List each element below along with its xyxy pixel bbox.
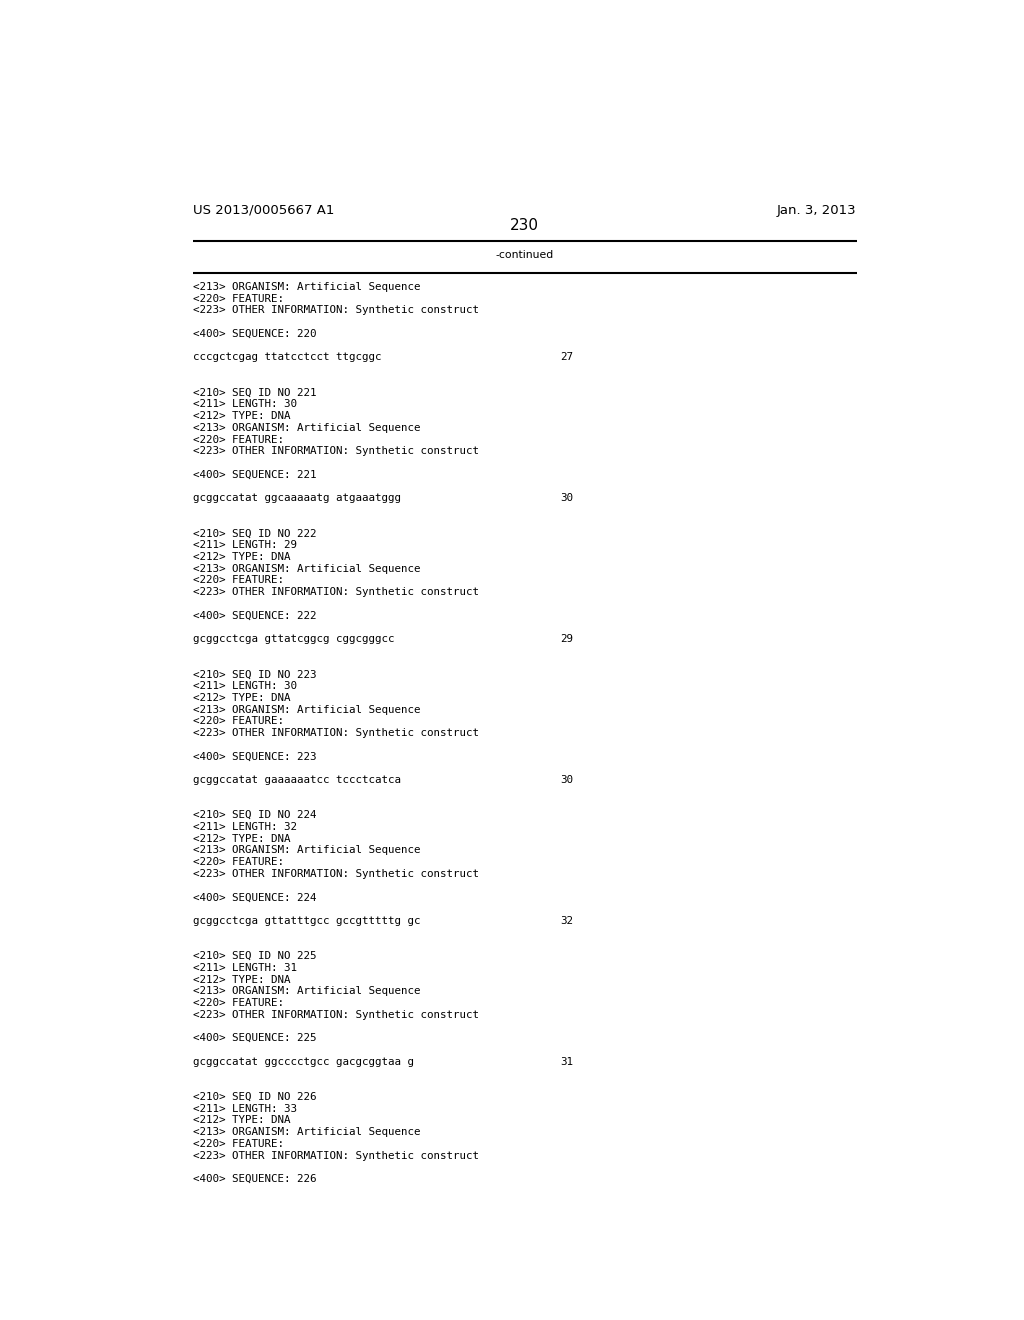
Text: <220> FEATURE:: <220> FEATURE: (194, 1139, 284, 1148)
Text: <211> LENGTH: 32: <211> LENGTH: 32 (194, 822, 297, 832)
Text: <210> SEQ ID NO 221: <210> SEQ ID NO 221 (194, 388, 316, 397)
Text: <223> OTHER INFORMATION: Synthetic construct: <223> OTHER INFORMATION: Synthetic const… (194, 869, 479, 879)
Text: <220> FEATURE:: <220> FEATURE: (194, 998, 284, 1008)
Text: <213> ORGANISM: Artificial Sequence: <213> ORGANISM: Artificial Sequence (194, 1127, 421, 1137)
Text: <210> SEQ ID NO 224: <210> SEQ ID NO 224 (194, 810, 316, 820)
Text: <400> SEQUENCE: 222: <400> SEQUENCE: 222 (194, 611, 316, 620)
Text: <223> OTHER INFORMATION: Synthetic construct: <223> OTHER INFORMATION: Synthetic const… (194, 1010, 479, 1020)
Text: 30: 30 (560, 494, 573, 503)
Text: <223> OTHER INFORMATION: Synthetic construct: <223> OTHER INFORMATION: Synthetic const… (194, 305, 479, 315)
Text: gcggccatat ggcccctgcc gacgcggtaa g: gcggccatat ggcccctgcc gacgcggtaa g (194, 1057, 414, 1067)
Text: <213> ORGANISM: Artificial Sequence: <213> ORGANISM: Artificial Sequence (194, 422, 421, 433)
Text: <213> ORGANISM: Artificial Sequence: <213> ORGANISM: Artificial Sequence (194, 705, 421, 714)
Text: gcggccatat gaaaaaatcc tccctcatca: gcggccatat gaaaaaatcc tccctcatca (194, 775, 401, 785)
Text: <400> SEQUENCE: 225: <400> SEQUENCE: 225 (194, 1034, 316, 1043)
Text: <212> TYPE: DNA: <212> TYPE: DNA (194, 693, 291, 702)
Text: <211> LENGTH: 30: <211> LENGTH: 30 (194, 681, 297, 692)
Text: <213> ORGANISM: Artificial Sequence: <213> ORGANISM: Artificial Sequence (194, 282, 421, 292)
Text: <400> SEQUENCE: 221: <400> SEQUENCE: 221 (194, 470, 316, 479)
Text: <211> LENGTH: 30: <211> LENGTH: 30 (194, 399, 297, 409)
Text: 31: 31 (560, 1057, 573, 1067)
Text: gcggcctcga gttatcggcg cggcgggcc: gcggcctcga gttatcggcg cggcgggcc (194, 634, 394, 644)
Text: <220> FEATURE:: <220> FEATURE: (194, 857, 284, 867)
Text: <213> ORGANISM: Artificial Sequence: <213> ORGANISM: Artificial Sequence (194, 986, 421, 997)
Text: 30: 30 (560, 775, 573, 785)
Text: Jan. 3, 2013: Jan. 3, 2013 (777, 203, 856, 216)
Text: <220> FEATURE:: <220> FEATURE: (194, 576, 284, 585)
Text: gcggccatat ggcaaaaatg atgaaatggg: gcggccatat ggcaaaaatg atgaaatggg (194, 494, 401, 503)
Text: <400> SEQUENCE: 220: <400> SEQUENCE: 220 (194, 329, 316, 339)
Text: -continued: -continued (496, 251, 554, 260)
Text: <212> TYPE: DNA: <212> TYPE: DNA (194, 411, 291, 421)
Text: 27: 27 (560, 352, 573, 362)
Text: <400> SEQUENCE: 226: <400> SEQUENCE: 226 (194, 1173, 316, 1184)
Text: <220> FEATURE:: <220> FEATURE: (194, 717, 284, 726)
Text: cccgctcgag ttatcctcct ttgcggc: cccgctcgag ttatcctcct ttgcggc (194, 352, 382, 362)
Text: <212> TYPE: DNA: <212> TYPE: DNA (194, 974, 291, 985)
Text: <223> OTHER INFORMATION: Synthetic construct: <223> OTHER INFORMATION: Synthetic const… (194, 446, 479, 457)
Text: 32: 32 (560, 916, 573, 925)
Text: <223> OTHER INFORMATION: Synthetic construct: <223> OTHER INFORMATION: Synthetic const… (194, 1151, 479, 1160)
Text: <211> LENGTH: 33: <211> LENGTH: 33 (194, 1104, 297, 1114)
Text: <400> SEQUENCE: 224: <400> SEQUENCE: 224 (194, 892, 316, 903)
Text: <220> FEATURE:: <220> FEATURE: (194, 434, 284, 445)
Text: <220> FEATURE:: <220> FEATURE: (194, 293, 284, 304)
Text: <212> TYPE: DNA: <212> TYPE: DNA (194, 552, 291, 562)
Text: 230: 230 (510, 218, 540, 232)
Text: <223> OTHER INFORMATION: Synthetic construct: <223> OTHER INFORMATION: Synthetic const… (194, 587, 479, 597)
Text: <213> ORGANISM: Artificial Sequence: <213> ORGANISM: Artificial Sequence (194, 845, 421, 855)
Text: <210> SEQ ID NO 222: <210> SEQ ID NO 222 (194, 528, 316, 539)
Text: gcggcctcga gttatttgcc gccgtttttg gc: gcggcctcga gttatttgcc gccgtttttg gc (194, 916, 421, 925)
Text: <211> LENGTH: 31: <211> LENGTH: 31 (194, 962, 297, 973)
Text: <400> SEQUENCE: 223: <400> SEQUENCE: 223 (194, 751, 316, 762)
Text: <223> OTHER INFORMATION: Synthetic construct: <223> OTHER INFORMATION: Synthetic const… (194, 729, 479, 738)
Text: <210> SEQ ID NO 226: <210> SEQ ID NO 226 (194, 1092, 316, 1102)
Text: <210> SEQ ID NO 225: <210> SEQ ID NO 225 (194, 950, 316, 961)
Text: <212> TYPE: DNA: <212> TYPE: DNA (194, 834, 291, 843)
Text: <213> ORGANISM: Artificial Sequence: <213> ORGANISM: Artificial Sequence (194, 564, 421, 574)
Text: US 2013/0005667 A1: US 2013/0005667 A1 (194, 203, 335, 216)
Text: <210> SEQ ID NO 223: <210> SEQ ID NO 223 (194, 669, 316, 680)
Text: <212> TYPE: DNA: <212> TYPE: DNA (194, 1115, 291, 1126)
Text: 29: 29 (560, 634, 573, 644)
Text: <211> LENGTH: 29: <211> LENGTH: 29 (194, 540, 297, 550)
